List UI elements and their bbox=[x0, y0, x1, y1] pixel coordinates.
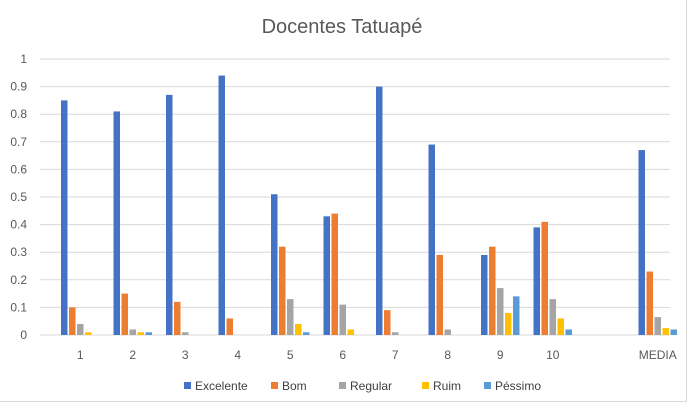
bar bbox=[436, 254, 443, 335]
bar bbox=[646, 271, 653, 335]
y-tick-label: 0 bbox=[20, 328, 27, 342]
bar bbox=[303, 332, 310, 335]
bar bbox=[61, 100, 68, 336]
x-tick-label: 1 bbox=[77, 348, 84, 362]
legend: Excelente Bom Regular Ruim Péssimo bbox=[184, 379, 541, 393]
x-tick-label: 5 bbox=[287, 348, 294, 362]
bar bbox=[145, 332, 152, 335]
bar bbox=[295, 323, 302, 335]
y-tick-label: 0.3 bbox=[10, 245, 27, 259]
legend-label: Bom bbox=[282, 379, 307, 393]
bar bbox=[428, 144, 435, 335]
x-tick-label: 9 bbox=[497, 348, 504, 362]
legend-swatch bbox=[339, 382, 346, 389]
x-tick-label: 6 bbox=[339, 348, 346, 362]
legend-label: Excelente bbox=[195, 379, 248, 393]
bar bbox=[557, 318, 564, 335]
legend-label: Péssimo bbox=[495, 379, 541, 393]
legend-label: Ruim bbox=[433, 379, 461, 393]
bar bbox=[331, 213, 338, 335]
bar bbox=[565, 329, 572, 335]
y-tick-label: 0.2 bbox=[10, 273, 27, 287]
bar bbox=[549, 299, 556, 335]
bar bbox=[376, 86, 383, 335]
bar bbox=[339, 304, 346, 335]
bar bbox=[662, 328, 669, 335]
y-tick-label: 0.9 bbox=[10, 80, 27, 94]
chart-title: Docentes Tatuapé bbox=[262, 16, 423, 38]
bar bbox=[444, 329, 451, 335]
y-tick-label: 0.6 bbox=[10, 162, 27, 176]
bar bbox=[533, 227, 540, 335]
legend-label: Regular bbox=[350, 379, 392, 393]
bar bbox=[182, 332, 189, 335]
bar bbox=[323, 216, 330, 335]
x-tick-label: 7 bbox=[392, 348, 399, 362]
legend-swatch bbox=[271, 382, 278, 389]
bar bbox=[347, 329, 354, 335]
bar bbox=[113, 111, 120, 335]
bar bbox=[541, 221, 548, 335]
legend-swatch bbox=[484, 382, 491, 389]
gridlines bbox=[40, 58, 670, 336]
x-tick-label: 4 bbox=[234, 348, 241, 362]
x-axis: 1 2 3 4 5 6 7 8 9 10 MEDIA bbox=[77, 348, 677, 362]
bar bbox=[654, 317, 661, 335]
y-tick-label: 0.8 bbox=[10, 107, 27, 121]
y-tick-label: 0.7 bbox=[10, 135, 27, 149]
x-tick-label: 3 bbox=[182, 348, 189, 362]
bar bbox=[218, 75, 225, 335]
bar bbox=[481, 254, 488, 335]
bar bbox=[271, 194, 278, 335]
bar bbox=[513, 296, 520, 335]
bar bbox=[129, 329, 136, 335]
y-tick-label: 1 bbox=[20, 52, 27, 66]
bar bbox=[287, 299, 294, 335]
y-tick-label: 0.4 bbox=[10, 218, 27, 232]
bar bbox=[69, 307, 76, 335]
bar bbox=[392, 332, 399, 335]
legend-swatch bbox=[422, 382, 429, 389]
bar bbox=[505, 312, 512, 335]
bars bbox=[61, 75, 677, 336]
bar bbox=[279, 246, 286, 335]
x-tick-label: 8 bbox=[444, 348, 451, 362]
legend-swatch bbox=[184, 382, 191, 389]
bar bbox=[85, 332, 92, 335]
bar bbox=[384, 310, 391, 335]
bar bbox=[497, 288, 504, 335]
bar bbox=[226, 318, 233, 335]
bar bbox=[77, 323, 84, 335]
x-tick-label: 2 bbox=[129, 348, 136, 362]
y-tick-label: 0.5 bbox=[10, 190, 27, 204]
bar bbox=[121, 293, 128, 335]
bar bbox=[638, 150, 645, 335]
x-tick-label: MEDIA bbox=[639, 348, 677, 362]
y-tick-label: 0.1 bbox=[10, 300, 27, 314]
bar bbox=[670, 329, 677, 335]
y-axis: 0 0.1 0.2 0.3 0.4 0.5 0.6 0.7 0.8 0.9 1 bbox=[10, 52, 27, 342]
bar bbox=[174, 301, 181, 335]
bar bbox=[166, 94, 173, 335]
x-tick-label: 10 bbox=[546, 348, 560, 362]
bar bbox=[137, 332, 144, 335]
bar bbox=[489, 246, 496, 335]
